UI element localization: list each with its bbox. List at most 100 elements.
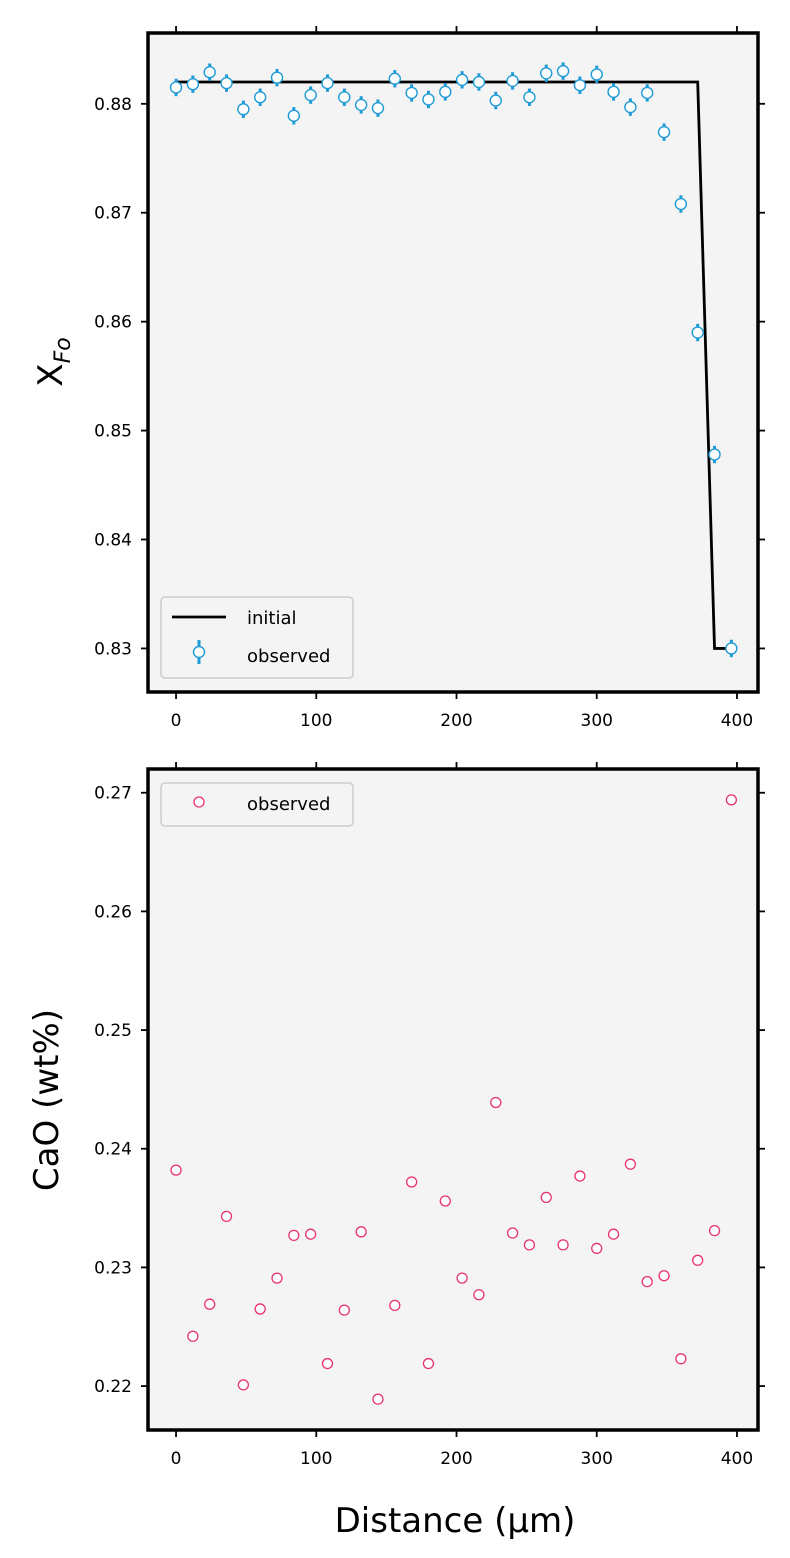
xfo-observed-point <box>203 66 216 79</box>
xfo-xtick-label: 0 <box>171 711 182 731</box>
xfo-observed-point <box>523 91 536 104</box>
cao-ytick-label: 0.25 <box>94 1021 132 1041</box>
cao-observed-point <box>624 1158 637 1170</box>
cao-observed-point <box>641 1276 653 1288</box>
cao-ytick-label: 0.23 <box>94 1258 132 1278</box>
xfo-observed-point <box>725 642 738 655</box>
xfo-observed-point <box>237 103 250 116</box>
cao-ytick-label: 0.27 <box>94 784 132 804</box>
xfo-ytick-label: 0.85 <box>94 422 132 442</box>
xfo-observed-point <box>439 85 452 99</box>
xfo-xtick-label: 300 <box>581 711 613 731</box>
xfo-observed-point <box>304 88 317 102</box>
cao-observed-point <box>372 1393 384 1405</box>
xfo-ylabel: XFo <box>31 337 76 386</box>
xfo-observed-point <box>321 76 334 90</box>
xfo-ylabel-sub: Fo <box>51 337 76 363</box>
cao-observed-point <box>658 1270 670 1282</box>
cao-ytick-label: 0.24 <box>94 1140 132 1160</box>
xfo-ytick-label: 0.87 <box>94 204 132 224</box>
cao-ylabel: CaO (wt%) <box>27 1009 67 1191</box>
xfo-ytick-label: 0.88 <box>94 95 132 115</box>
cao-ytick-label: 0.22 <box>94 1377 132 1397</box>
cao-xtick-label: 200 <box>440 1449 472 1469</box>
xfo-observed-point <box>422 93 435 106</box>
xfo-observed-point <box>708 448 721 461</box>
cao-observed-point <box>725 794 738 806</box>
cao-observed-point <box>422 1357 435 1370</box>
cao-observed-point <box>473 1289 485 1301</box>
xfo-observed-point <box>674 197 688 211</box>
xfo-observed-point <box>287 109 301 122</box>
legend-observed-label: observed <box>247 646 330 667</box>
xfo-observed-point <box>354 98 368 112</box>
xfo-ylabel-main: X <box>31 363 71 386</box>
cao-xtick-label: 400 <box>721 1449 753 1469</box>
xfo-legend: initial observed <box>160 596 354 679</box>
cao-observed-point <box>675 1353 687 1365</box>
xfo-observed-point <box>657 125 671 139</box>
xfo-ytick-label: 0.86 <box>94 313 132 333</box>
xfo-series-layer <box>169 62 738 658</box>
xfo-xtick-label: 400 <box>721 711 753 731</box>
cao-observed-point <box>490 1096 502 1109</box>
xfo-observed-point <box>624 100 637 114</box>
cao-observed-point <box>557 1239 569 1251</box>
cao-xtick-label: 300 <box>581 1449 613 1469</box>
cao-legend-box <box>160 782 354 827</box>
xfo-observed-point <box>556 64 570 78</box>
xfo-plot-area <box>148 33 758 692</box>
cao-plot-frame <box>146 767 760 1432</box>
cao-observed-point <box>220 1210 233 1223</box>
cao-observed-point <box>456 1272 468 1284</box>
cao-observed-point <box>288 1229 300 1242</box>
xfo-ytick-label: 0.84 <box>94 531 132 551</box>
legend-cao-observed-marker <box>193 796 205 808</box>
cao-observed-point <box>574 1170 586 1182</box>
cao-plot-area <box>148 769 758 1430</box>
cao-observed-point <box>355 1226 367 1238</box>
xfo-observed-point <box>540 67 553 80</box>
legend-observed-marker <box>192 645 206 659</box>
cao-observed-point <box>708 1224 721 1237</box>
cao-legend: observed <box>160 782 354 827</box>
cao-observed-point <box>523 1239 536 1251</box>
xfo-observed-point <box>186 77 200 91</box>
cao-ytick-label: 0.26 <box>94 902 132 922</box>
xfo-xtick-label: 100 <box>300 711 332 731</box>
xfo-observed-point <box>169 81 183 94</box>
cao-observed-point <box>439 1195 451 1207</box>
xfo-observed-point <box>371 101 385 115</box>
xfo-observed-point <box>455 73 469 87</box>
xfo-panel: 0 100 200 300 400 0.83 0.84 0.85 0.86 0.87 0.88 XF… <box>31 26 765 731</box>
xfo-observed-point <box>691 326 704 339</box>
cao-xlabel: Distance (μm) <box>335 1501 576 1541</box>
cao-observed-point <box>237 1379 250 1391</box>
xfo-observed-point <box>405 86 418 100</box>
cao-observed-point <box>305 1228 317 1240</box>
cao-observed-point <box>338 1304 350 1316</box>
xfo-ticks-layer: 0 100 200 300 400 0.83 0.84 0.85 0.86 0.87 0.88 <box>94 26 765 731</box>
xfo-observed-point <box>220 76 233 90</box>
xfo-observed-point <box>506 74 519 88</box>
cao-observed-point <box>321 1357 334 1370</box>
xfo-observed-point <box>489 94 502 107</box>
cao-observed-point <box>271 1272 283 1284</box>
cao-observed-point <box>254 1303 266 1315</box>
cao-observed-point <box>170 1164 182 1176</box>
cao-ticks-layer: 0 100 200 300 400 0.22 0.23 0.24 0.25 0.26 0.27 <box>94 762 765 1469</box>
xfo-observed-point <box>590 68 603 81</box>
cao-xtick-label: 100 <box>300 1449 332 1469</box>
xfo-ytick-label: 0.83 <box>94 639 132 659</box>
cao-observed-point <box>204 1298 216 1310</box>
xfo-xtick-label: 200 <box>440 711 472 731</box>
cao-panel: 0 100 200 300 400 0.22 0.23 0.24 0.25 0.26 0.27 Ca… <box>27 762 765 1541</box>
cao-observed-point <box>607 1228 620 1240</box>
legend-cao-observed-label: observed <box>247 794 330 815</box>
xfo-observed-point <box>472 75 486 89</box>
xfo-plot-frame <box>146 31 760 694</box>
xfo-observed-point <box>338 91 351 104</box>
cao-series-layer <box>170 794 738 1405</box>
cao-observed-point <box>540 1191 552 1204</box>
